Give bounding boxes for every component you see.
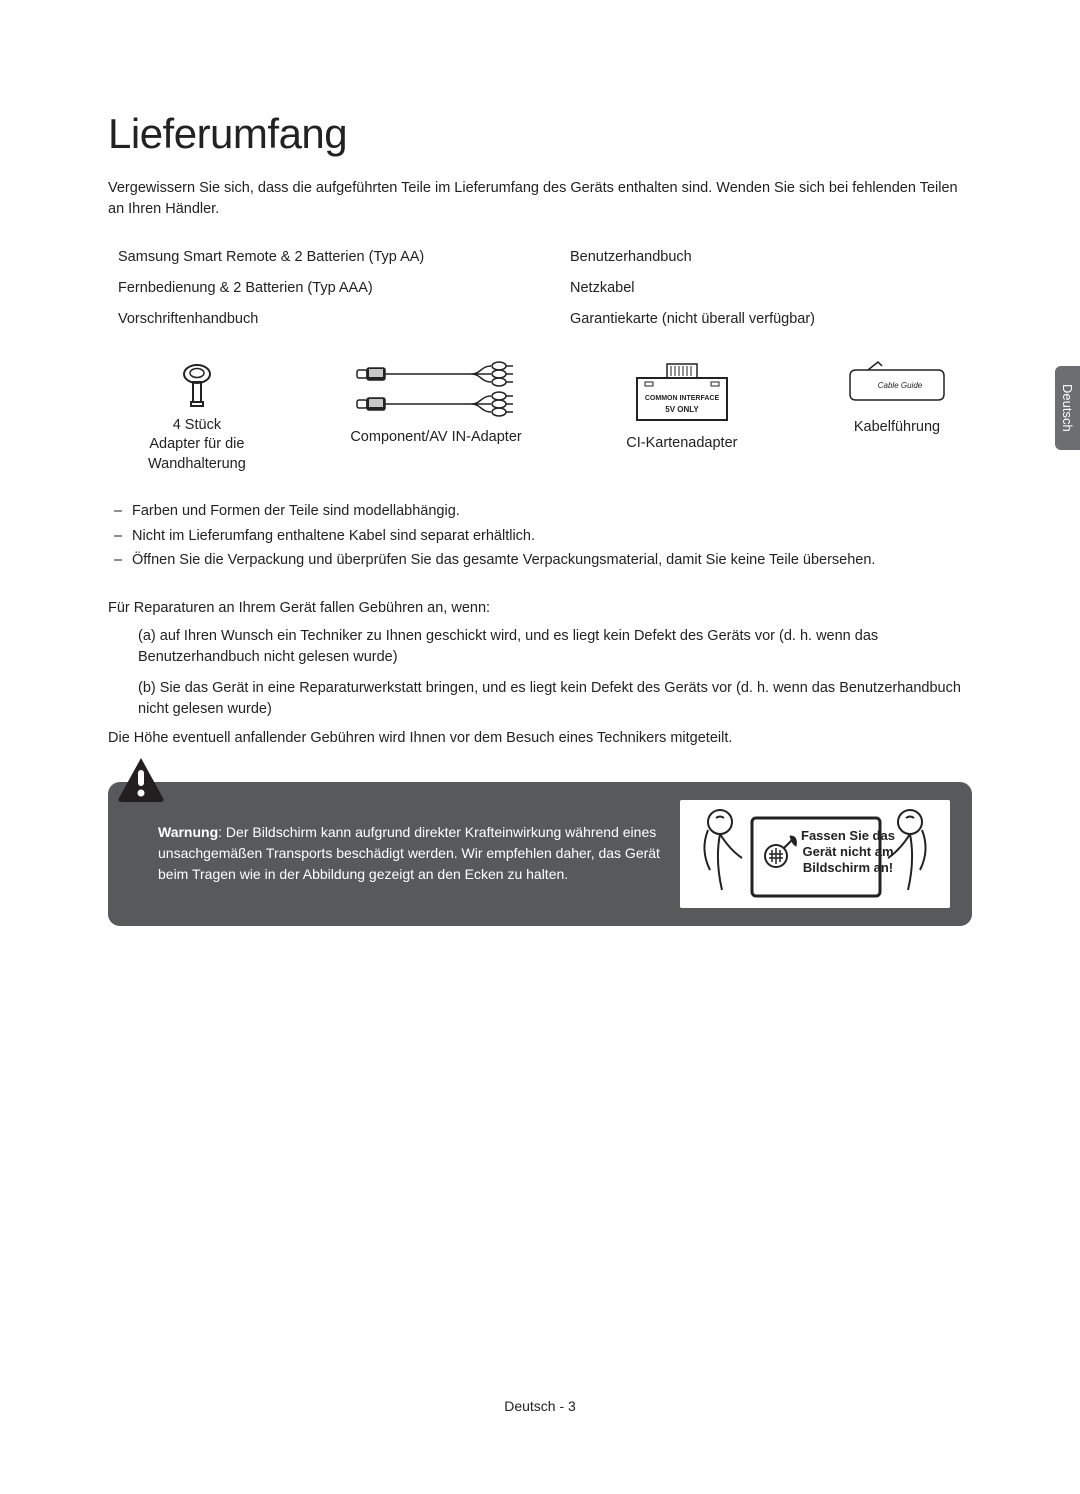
list-item: Samsung Smart Remote & 2 Batterien (Typ … xyxy=(108,242,520,273)
component-adapter-figure: Component/AV IN-Adapter xyxy=(350,360,521,475)
note-item: Öffnen Sie die Verpackung und überprüfen… xyxy=(108,549,972,571)
qty-label: 4 Stück xyxy=(173,416,221,436)
item-label: Wandhalterung xyxy=(148,455,246,475)
svg-text:Cable Guide: Cable Guide xyxy=(878,381,923,390)
included-items-list: Samsung Smart Remote & 2 Batterien (Typ … xyxy=(108,242,972,336)
carry-tv-illustration: Fassen Sie das Gerät nicht am Bildschirm… xyxy=(680,800,950,908)
wall-adapter-figure: 4 Stück Adapter für die Wandhalterung xyxy=(148,360,246,475)
fee-item-b: (b) Sie das Gerät in eine Reparaturwerks… xyxy=(108,678,972,720)
list-item: Fernbedienung & 2 Batterien (Typ AAA) xyxy=(108,273,520,304)
list-item: Netzkabel xyxy=(560,273,972,304)
cable-guide-icon: Cable Guide xyxy=(842,360,952,410)
wall-adapter-icon xyxy=(177,360,217,408)
language-tab: Deutsch xyxy=(1055,366,1080,450)
warning-triangle-icon xyxy=(116,756,166,802)
list-item: Garantiekarte (nicht überall verfügbar) xyxy=(560,304,972,335)
svg-text:Gerät nicht am: Gerät nicht am xyxy=(802,844,893,859)
svg-text:Bildschirm an!: Bildschirm an! xyxy=(803,860,893,875)
fees-outro: Die Höhe eventuell anfallender Gebühren … xyxy=(108,730,972,746)
list-item: Vorschriftenhandbuch xyxy=(108,304,520,335)
svg-text:5V ONLY: 5V ONLY xyxy=(665,405,699,414)
fees-intro: Für Reparaturen an Ihrem Gerät fallen Ge… xyxy=(108,600,972,616)
ci-adapter-icon: COMMON INTERFACE 5V ONLY xyxy=(627,360,737,426)
item-label: Component/AV IN-Adapter xyxy=(350,428,521,448)
warning-label: Warnung xyxy=(158,824,218,840)
component-cable-icon xyxy=(351,360,521,420)
warning-body: : Der Bildschirm kann aufgrund direkter … xyxy=(158,824,660,882)
svg-text:Fassen Sie das: Fassen Sie das xyxy=(801,828,895,843)
notes-list: Farben und Formen der Teile sind modella… xyxy=(108,500,972,571)
page-footer: Deutsch - 3 xyxy=(0,1398,1080,1414)
warning-text: Warnung: Der Bildschirm kann aufgrund di… xyxy=(158,822,680,885)
item-label: Kabelführung xyxy=(854,418,940,438)
page-title: Lieferumfang xyxy=(108,110,972,158)
cable-guide-figure: Cable Guide Kabelführung xyxy=(842,360,952,475)
svg-text:COMMON INTERFACE: COMMON INTERFACE xyxy=(645,395,720,402)
note-item: Farben und Formen der Teile sind modella… xyxy=(108,500,972,522)
ci-adapter-figure: COMMON INTERFACE 5V ONLY CI-Kartenadapte… xyxy=(626,360,737,475)
note-item: Nicht im Lieferumfang enthaltene Kabel s… xyxy=(108,525,972,547)
list-item: Benutzerhandbuch xyxy=(560,242,972,273)
item-label: Adapter für die xyxy=(149,435,244,455)
fee-item-a: (a) auf Ihren Wunsch ein Techniker zu Ih… xyxy=(108,626,972,668)
item-label: CI-Kartenadapter xyxy=(626,434,737,454)
warning-box: Warnung: Der Bildschirm kann aufgrund di… xyxy=(108,782,972,926)
accessory-figures: 4 Stück Adapter für die Wandhalterung xyxy=(108,360,972,475)
intro-text: Vergewissern Sie sich, dass die aufgefüh… xyxy=(108,178,972,220)
